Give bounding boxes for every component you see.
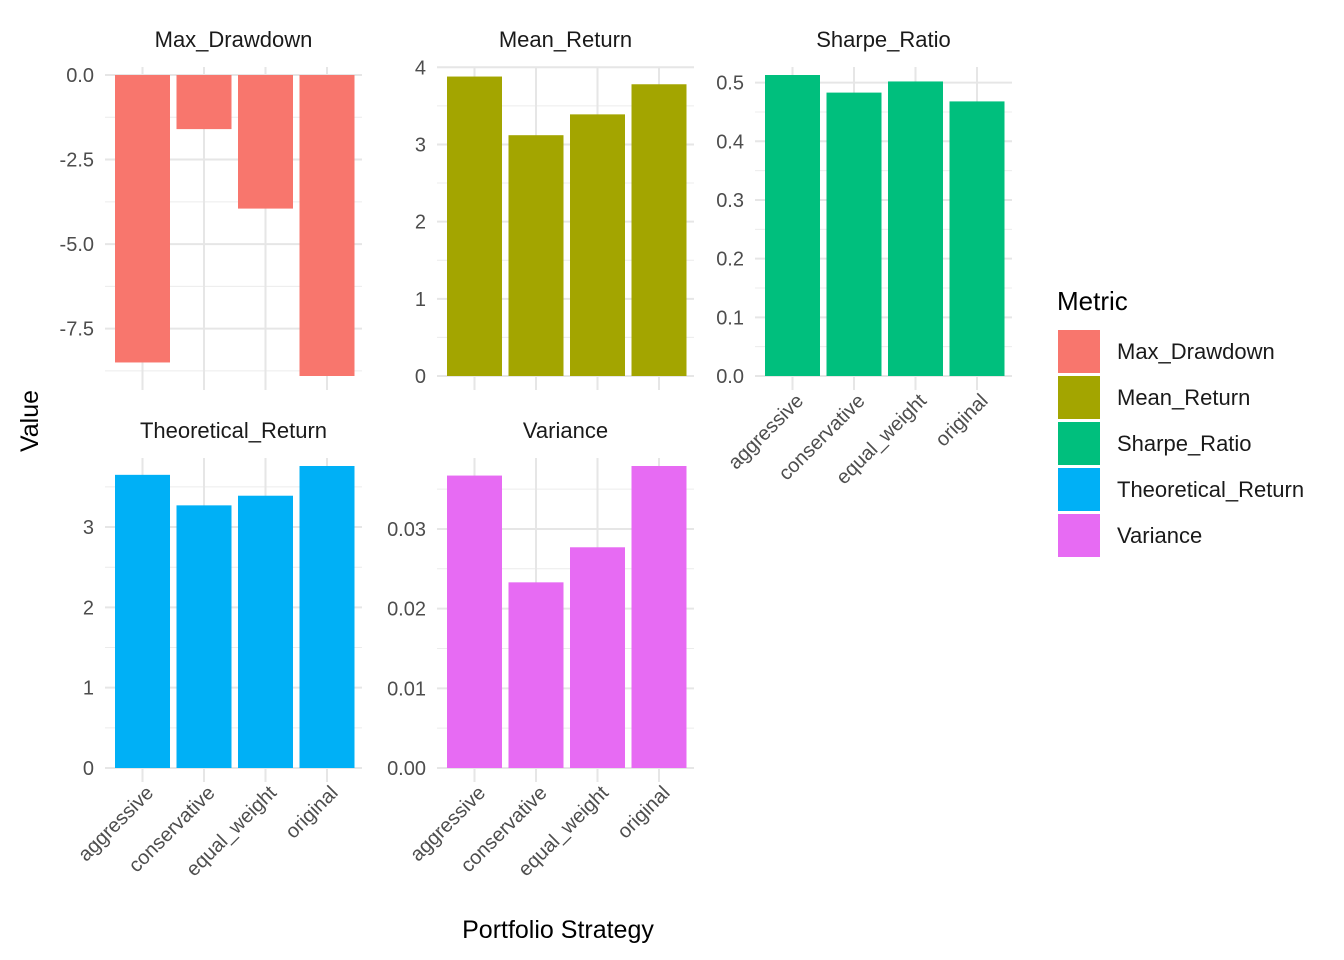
bar: [570, 547, 625, 768]
legend-label: Variance: [1117, 523, 1202, 548]
facet-title: Mean_Return: [499, 27, 632, 52]
bar: [299, 466, 355, 768]
y-tick-label: 0.00: [387, 758, 426, 780]
x-axis-title: Portfolio Strategy: [462, 916, 654, 944]
legend-swatch: [1058, 468, 1100, 511]
x-tick-label: original: [931, 390, 992, 451]
facet-panel: Theoretical_Return0123aggressiveconserva…: [74, 418, 362, 881]
legend-swatch: [1058, 376, 1100, 419]
legend: Metric Max_Drawdown Mean_Return Sharpe_Rat…: [1057, 286, 1304, 557]
x-tick-label: original: [613, 782, 674, 843]
bar: [299, 75, 355, 376]
legend-label: Sharpe_Ratio: [1117, 431, 1252, 456]
bar: [631, 84, 687, 376]
legend-label: Max_Drawdown: [1117, 339, 1275, 364]
facet-title: Theoretical_Return: [140, 418, 327, 443]
bar: [447, 475, 502, 768]
facet-panels: Max_Drawdown 0.0 -2.5 -5.0 -7.5 Mean_Return 0 1…: [60, 27, 1012, 881]
legend-label: Theoretical_Return: [1117, 477, 1304, 502]
y-tick-label: 0.03: [387, 519, 426, 541]
x-tick-label: original: [281, 782, 342, 843]
bar: [765, 75, 820, 376]
facet-panel: Max_Drawdown 0.0 -2.5 -5.0 -7.5: [60, 27, 362, 390]
bar: [238, 495, 293, 768]
y-tick-label: 4: [415, 57, 426, 79]
facet-panel: Sharpe_Ratio0.00.10.20.30.40.5aggressive…: [716, 27, 1012, 489]
y-tick-label: 0.2: [716, 249, 744, 271]
bar: [826, 92, 882, 376]
bar: [176, 75, 232, 130]
y-tick-label: 0.4: [716, 131, 744, 153]
y-tick-label: 2: [83, 597, 94, 619]
legend-swatch: [1058, 330, 1100, 373]
y-tick-label: 2: [415, 212, 426, 234]
legend-swatch: [1058, 514, 1100, 557]
y-tick-label: -5.0: [60, 234, 94, 256]
bar: [508, 135, 564, 376]
bar: [115, 474, 170, 768]
facet-title: Max_Drawdown: [155, 27, 313, 52]
legend-label: Mean_Return: [1117, 385, 1250, 410]
y-tick-label: 1: [415, 289, 426, 311]
y-tick-label: 0.3: [716, 190, 744, 212]
facet-panel: Variance0.000.010.020.03aggressiveconser…: [387, 418, 694, 881]
y-tick-label: 1: [83, 678, 94, 700]
y-tick-label: 0: [83, 758, 94, 780]
y-tick-label: -2.5: [60, 150, 94, 172]
bar: [176, 505, 232, 768]
y-tick-label: -7.5: [60, 319, 94, 341]
y-tick-label: 0.01: [387, 678, 426, 700]
bar: [238, 75, 293, 209]
bar: [888, 81, 943, 376]
y-tick-label: 0.1: [716, 307, 744, 329]
y-tick-label: 0.5: [716, 73, 744, 95]
bar: [508, 582, 564, 768]
facet-panel: Mean_Return 0 1 2 3 4: [415, 27, 694, 390]
bar: [447, 76, 502, 377]
y-tick-label: 0.0: [66, 65, 94, 87]
legend-title: Metric: [1057, 286, 1128, 316]
y-tick-label: 0: [415, 366, 426, 388]
y-axis-title: Value: [16, 390, 44, 452]
bar: [115, 75, 170, 363]
legend-swatch: [1058, 422, 1100, 465]
y-tick-label: 0.0: [716, 366, 744, 388]
y-tick-label: 0.02: [387, 599, 426, 621]
facet-title: Sharpe_Ratio: [816, 27, 951, 52]
facet-title: Variance: [523, 418, 608, 443]
bar: [949, 101, 1005, 377]
bar: [631, 466, 687, 768]
y-tick-label: 3: [83, 517, 94, 539]
bar: [570, 114, 625, 376]
y-tick-label: 3: [415, 134, 426, 156]
